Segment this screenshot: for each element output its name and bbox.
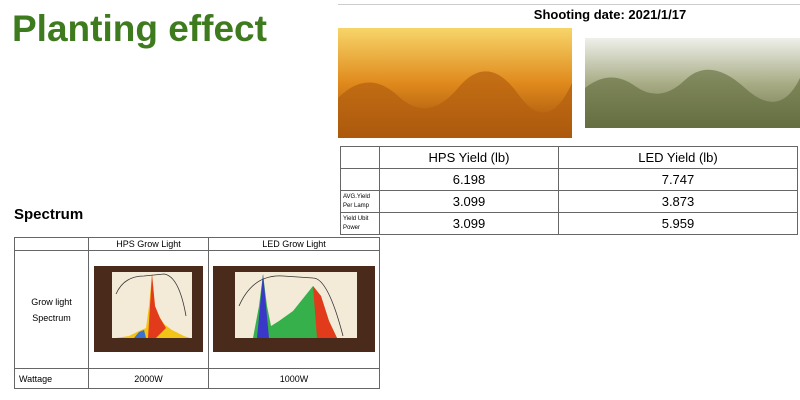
- row-label: [340, 168, 380, 191]
- row-label-line: Grow light: [31, 296, 72, 307]
- column-header: LED Grow Light: [208, 237, 380, 251]
- cell: 1000W: [208, 368, 380, 389]
- row-label-line: Per Lamp: [343, 202, 370, 209]
- row-label: Yield Ubit Power: [340, 212, 380, 235]
- title: Planting effect: [12, 8, 267, 49]
- row-label: Wattage: [14, 368, 89, 389]
- spectrum-table: HPS Grow Light LED Grow Light Grow light…: [14, 237, 380, 389]
- column-header: LED Yield (lb): [558, 146, 798, 169]
- cell: 7.747: [558, 168, 798, 191]
- cell: [88, 250, 209, 369]
- cell: [14, 237, 89, 251]
- cell: 2000W: [88, 368, 209, 389]
- section-title: Spectrum: [14, 206, 84, 223]
- row-label-line: Yield Ubit: [343, 215, 369, 222]
- cell: [340, 146, 380, 169]
- column-header: HPS Grow Light: [88, 237, 209, 251]
- row-label-line: Power: [343, 224, 361, 231]
- row: AVG.Yield Per Lamp 3.099 3.873: [340, 190, 798, 213]
- header-row: HPS Yield (lb) LED Yield (lb): [340, 146, 798, 169]
- cell: 5.959: [558, 212, 798, 235]
- led-photo: [585, 38, 800, 128]
- row: 6.198 7.747: [340, 168, 798, 191]
- row-label: Grow light Spectrum: [14, 250, 89, 369]
- row: Yield Ubit Power 3.099 5.959: [340, 212, 798, 235]
- cell: 6.198: [379, 168, 559, 191]
- cell: 3.873: [558, 190, 798, 213]
- hps-spectrum-image: [94, 265, 203, 352]
- shooting-date: Shooting date: 2021/1/17: [533, 7, 687, 22]
- hps-photo: [338, 28, 572, 138]
- column-header: HPS Yield (lb): [379, 146, 559, 169]
- yield-table: HPS Yield (lb) LED Yield (lb) 6.198 7.747 AV…: [340, 146, 798, 235]
- row-label-line: Spectrum: [32, 312, 71, 323]
- row-label: AVG.Yield Per Lamp: [340, 190, 380, 213]
- row-label-line: AVG.Yield: [343, 193, 371, 200]
- cell: 3.099: [379, 190, 559, 213]
- cell: [208, 250, 380, 369]
- led-spectrum-image: [213, 265, 375, 352]
- divider: [338, 4, 800, 5]
- cell: 3.099: [379, 212, 559, 235]
